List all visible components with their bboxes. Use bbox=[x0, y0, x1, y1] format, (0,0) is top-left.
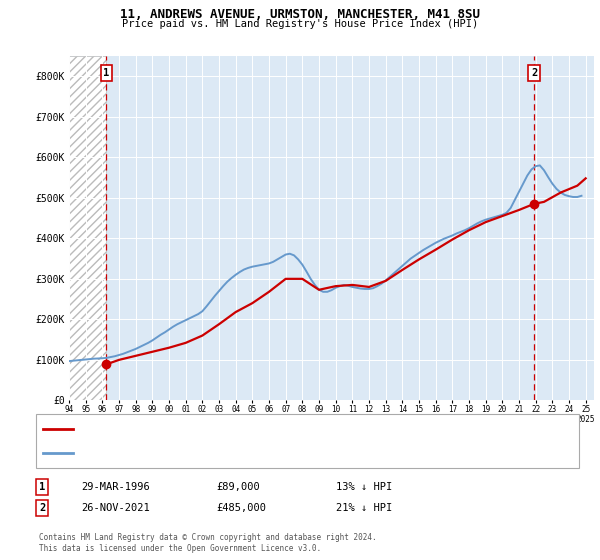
Text: 2: 2 bbox=[531, 68, 537, 78]
Text: £485,000: £485,000 bbox=[216, 503, 266, 513]
Text: 26-NOV-2021: 26-NOV-2021 bbox=[81, 503, 150, 513]
Text: 21% ↓ HPI: 21% ↓ HPI bbox=[336, 503, 392, 513]
Text: HPI: Average price, detached house, Trafford: HPI: Average price, detached house, Traf… bbox=[79, 449, 310, 458]
Text: £89,000: £89,000 bbox=[216, 482, 260, 492]
Bar bbox=[69, 56, 106, 400]
Text: 29-MAR-1996: 29-MAR-1996 bbox=[81, 482, 150, 492]
Text: 2: 2 bbox=[39, 503, 45, 513]
Text: 11, ANDREWS AVENUE, URMSTON, MANCHESTER, M41 8SU (detached house): 11, ANDREWS AVENUE, URMSTON, MANCHESTER,… bbox=[79, 424, 421, 433]
Text: Price paid vs. HM Land Registry's House Price Index (HPI): Price paid vs. HM Land Registry's House … bbox=[122, 19, 478, 29]
Text: Contains HM Land Registry data © Crown copyright and database right 2024.
This d: Contains HM Land Registry data © Crown c… bbox=[39, 533, 377, 553]
Text: 1: 1 bbox=[103, 68, 109, 78]
Text: 11, ANDREWS AVENUE, URMSTON, MANCHESTER, M41 8SU: 11, ANDREWS AVENUE, URMSTON, MANCHESTER,… bbox=[120, 8, 480, 21]
Text: 13% ↓ HPI: 13% ↓ HPI bbox=[336, 482, 392, 492]
Text: 1: 1 bbox=[39, 482, 45, 492]
